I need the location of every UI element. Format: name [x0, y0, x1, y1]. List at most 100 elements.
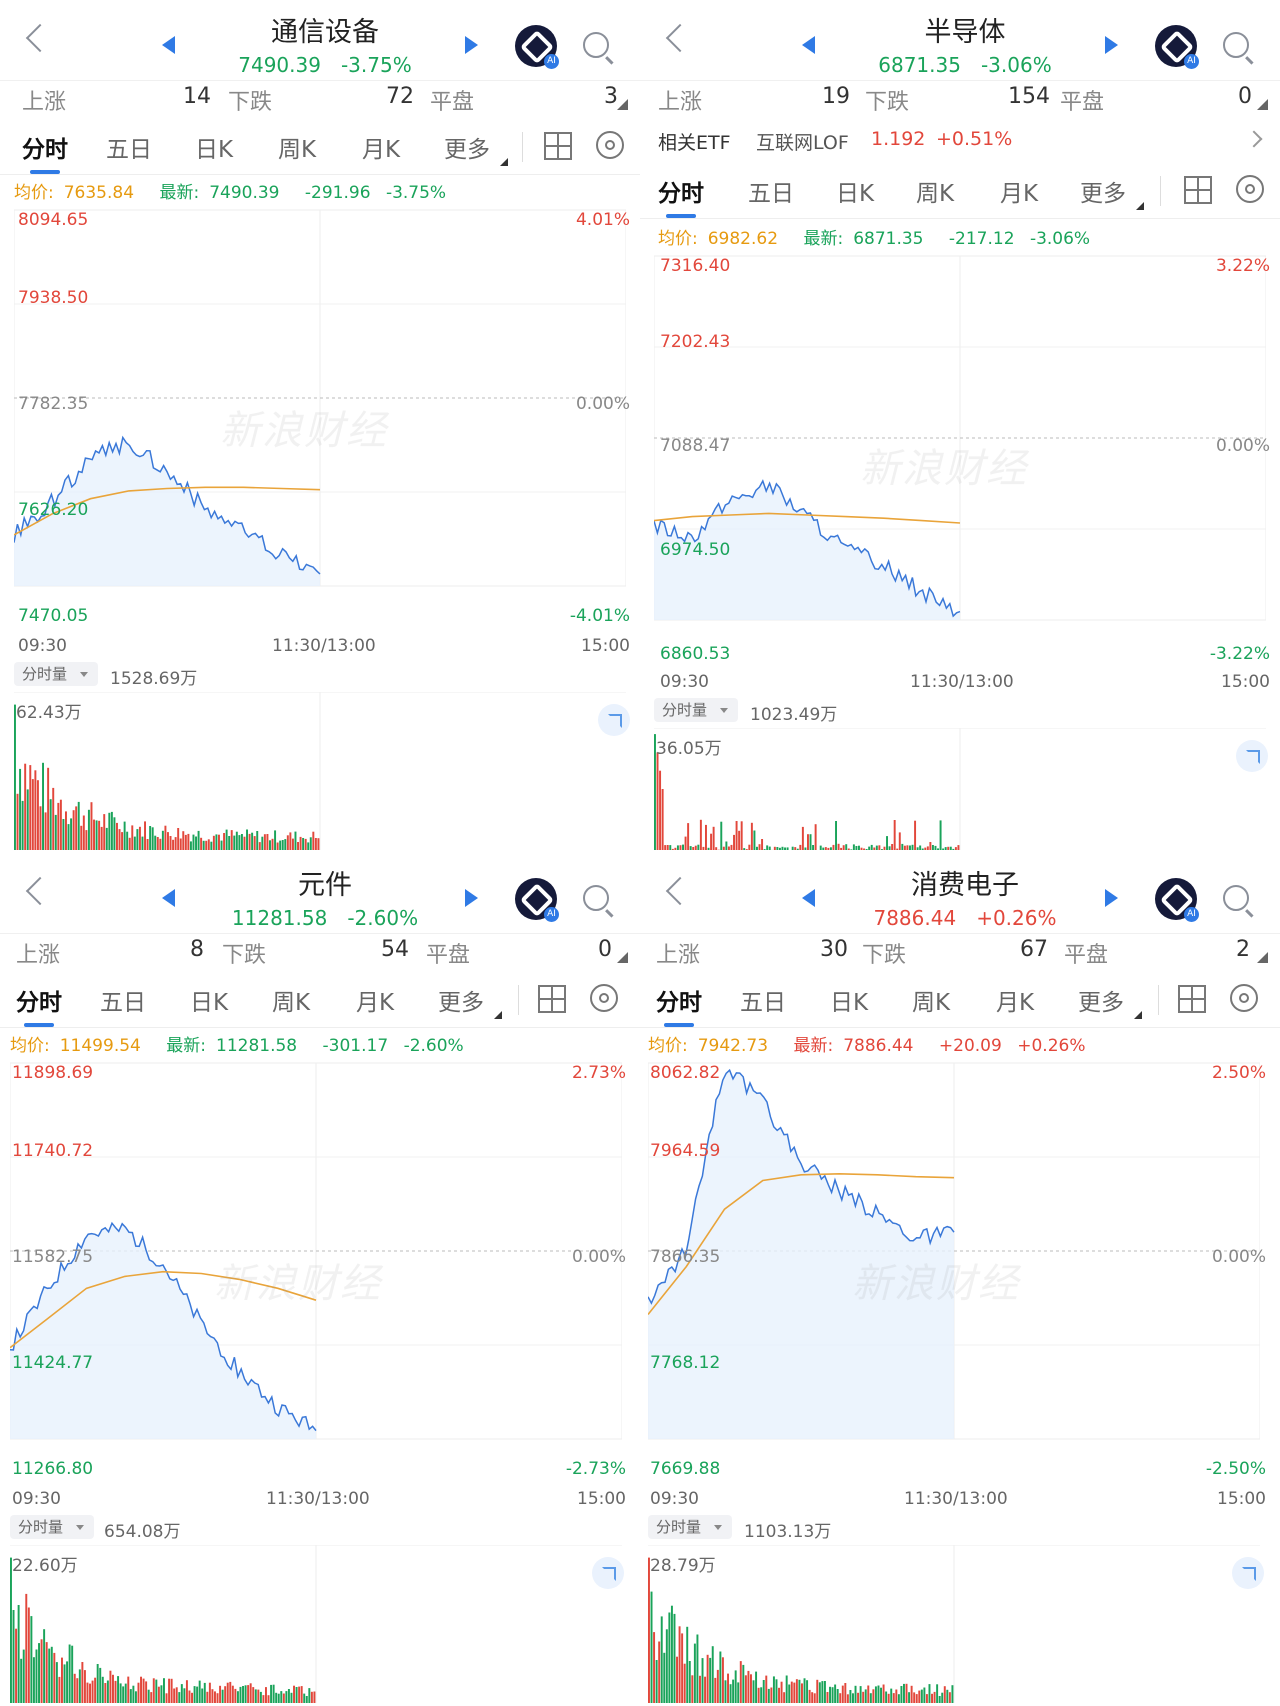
tab-five-day[interactable]: 五日	[100, 990, 146, 1016]
volume-bar	[160, 1685, 163, 1703]
tab-five-day[interactable]: 五日	[748, 181, 794, 207]
etf-name: 互联网LOF	[756, 132, 849, 154]
tab-weekly-k[interactable]: 周K	[912, 990, 951, 1016]
tab-daily-k[interactable]: 日K	[836, 181, 875, 207]
prev-sector-icon[interactable]	[802, 889, 815, 907]
fall-count: 67	[1020, 937, 1048, 962]
corner-expand-icon[interactable]	[1257, 99, 1268, 110]
volume-bar	[219, 1685, 222, 1703]
layout-grid-icon[interactable]	[1184, 176, 1212, 204]
back-arrow-icon[interactable]	[665, 23, 695, 53]
avg-price-line	[648, 1172, 955, 1315]
tab-more[interactable]: 更多	[444, 137, 490, 163]
volume-bar	[762, 1680, 765, 1703]
volume-total: 1103.13万	[744, 1522, 832, 1542]
back-arrow-icon[interactable]	[25, 23, 55, 53]
tab-more[interactable]: 更多	[438, 990, 484, 1016]
volume-bar	[229, 1681, 232, 1703]
tab-weekly-k[interactable]: 周K	[916, 181, 955, 207]
next-sector-icon[interactable]	[465, 889, 478, 907]
search-icon[interactable]	[1223, 885, 1249, 911]
tab-daily-k[interactable]: 日K	[830, 990, 869, 1016]
volume-bar	[906, 845, 909, 850]
expand-chart-icon[interactable]	[1236, 740, 1268, 772]
search-icon[interactable]	[583, 885, 609, 911]
volume-bar	[118, 829, 121, 850]
back-arrow-icon[interactable]	[665, 876, 695, 906]
ai-assistant-icon[interactable]: AI	[515, 25, 559, 69]
rise-label: 上涨	[658, 90, 703, 115]
corner-expand-icon[interactable]	[1257, 952, 1268, 963]
volume-bar	[132, 1685, 135, 1703]
tab-monthly-k[interactable]: 月K	[1000, 181, 1039, 207]
volume-bar	[290, 1692, 293, 1703]
settings-gear-icon[interactable]	[1230, 984, 1258, 1012]
prev-sector-icon[interactable]	[162, 36, 175, 54]
tab-intraday[interactable]: 分时	[16, 983, 62, 1027]
volume-bar	[196, 1686, 199, 1703]
volume-bar	[682, 844, 684, 850]
tab-monthly-k[interactable]: 月K	[362, 137, 401, 163]
time-mid: 11:30/13:00	[910, 672, 1014, 692]
tab-more[interactable]: 更多	[1080, 181, 1126, 207]
volume-bar	[898, 832, 901, 850]
ai-assistant-icon[interactable]: AI	[515, 878, 559, 922]
tab-intraday[interactable]: 分时	[658, 174, 704, 218]
tab-weekly-k[interactable]: 周K	[278, 137, 317, 163]
latest-price: 最新: 7490.39	[159, 183, 280, 203]
volume-bar	[791, 846, 794, 850]
ai-assistant-icon[interactable]: AI	[1155, 878, 1199, 922]
next-sector-icon[interactable]	[1105, 36, 1118, 54]
layout-grid-icon[interactable]	[1178, 985, 1206, 1013]
volume-selector[interactable]: 分时量	[654, 698, 738, 722]
volume-bar	[289, 832, 292, 850]
volume-bar	[89, 1683, 91, 1703]
layout-grid-icon[interactable]	[544, 132, 572, 160]
expand-chart-icon[interactable]	[592, 1557, 624, 1589]
layout-grid-icon[interactable]	[538, 985, 566, 1013]
volume-bar	[890, 1688, 893, 1703]
settings-gear-icon[interactable]	[590, 984, 618, 1012]
prev-sector-icon[interactable]	[162, 889, 175, 907]
volume-max: 62.43万	[16, 703, 82, 723]
tab-intraday[interactable]: 分时	[22, 130, 68, 174]
volume-bar	[753, 830, 756, 850]
tab-weekly-k[interactable]: 周K	[272, 990, 311, 1016]
related-etf-row[interactable]: 相关ETF 互联网LOF 1.192 +0.51%	[640, 118, 1280, 160]
next-sector-icon[interactable]	[1105, 889, 1118, 907]
tab-five-day[interactable]: 五日	[740, 990, 786, 1016]
volume-bar	[750, 1674, 752, 1703]
expand-chart-icon[interactable]	[598, 704, 630, 736]
tab-daily-k[interactable]: 日K	[190, 990, 229, 1016]
settings-gear-icon[interactable]	[596, 131, 624, 159]
search-icon[interactable]	[1223, 32, 1249, 58]
volume-bar	[676, 1656, 678, 1703]
ai-assistant-icon[interactable]: AI	[1155, 25, 1199, 69]
search-icon[interactable]	[583, 32, 609, 58]
volume-selector[interactable]: 分时量	[648, 1515, 732, 1539]
change-value: +20.09	[938, 1036, 1002, 1056]
tab-intraday[interactable]: 分时	[656, 983, 702, 1027]
next-sector-icon[interactable]	[465, 36, 478, 54]
tab-more[interactable]: 更多	[1078, 990, 1124, 1016]
volume-bar	[30, 1616, 33, 1703]
time-mid: 11:30/13:00	[904, 1489, 1008, 1509]
corner-expand-icon[interactable]	[617, 952, 628, 963]
tab-five-day[interactable]: 五日	[106, 137, 152, 163]
volume-bar	[869, 1693, 872, 1703]
corner-expand-icon[interactable]	[617, 99, 628, 110]
volume-bar	[650, 1591, 653, 1703]
tab-monthly-k[interactable]: 月K	[996, 990, 1035, 1016]
volume-bar	[265, 1687, 267, 1703]
tab-monthly-k[interactable]: 月K	[356, 990, 395, 1016]
tab-daily-k[interactable]: 日K	[195, 137, 234, 163]
volume-selector[interactable]: 分时量	[10, 1515, 94, 1539]
volume-bar	[277, 1693, 280, 1703]
price-line	[10, 1221, 317, 1432]
settings-gear-icon[interactable]	[1236, 175, 1264, 203]
back-arrow-icon[interactable]	[25, 876, 55, 906]
volume-bar	[76, 1678, 79, 1703]
expand-chart-icon[interactable]	[1232, 1557, 1264, 1589]
volume-selector[interactable]: 分时量	[14, 662, 98, 686]
prev-sector-icon[interactable]	[802, 36, 815, 54]
